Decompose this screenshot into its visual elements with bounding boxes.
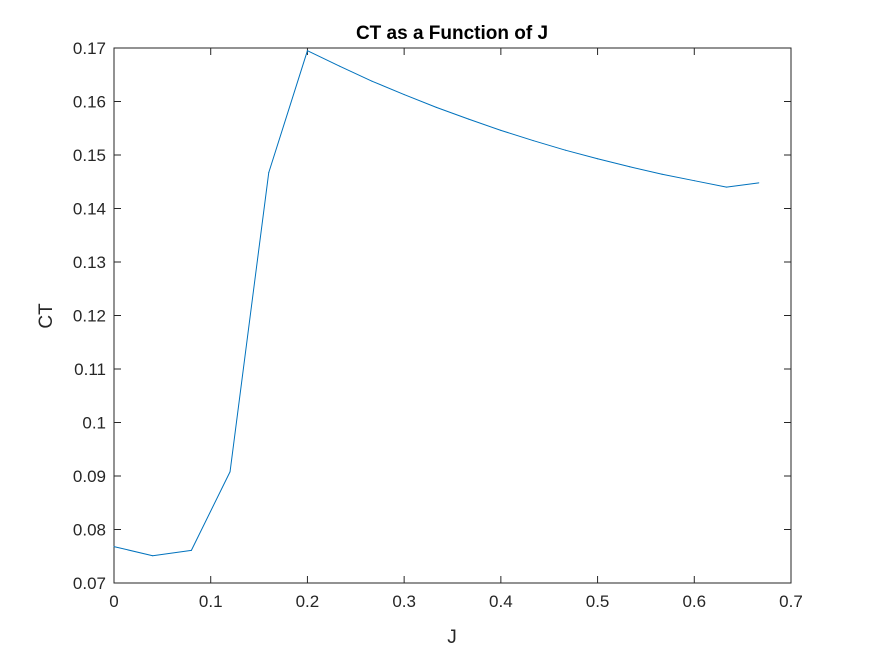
chart-title: CT as a Function of J: [356, 23, 548, 44]
series-line-segment: [403, 94, 437, 108]
series-line-segment: [268, 50, 308, 174]
series-line-segment: [597, 158, 631, 168]
series-line-segment: [152, 549, 192, 557]
x-tick-label: 0.6: [682, 592, 706, 611]
series-line-segment: [190, 471, 231, 551]
series-line-segment: [532, 140, 566, 151]
y-tick-label: 0.16: [73, 93, 106, 112]
y-tick-label: 0.13: [73, 253, 106, 272]
y-tick-label: 0.09: [73, 467, 106, 486]
series-line-segment: [629, 166, 663, 175]
y-tick-label: 0.17: [73, 39, 106, 58]
x-tick-label: 0.2: [296, 592, 320, 611]
y-tick-label: 0.07: [73, 574, 106, 593]
y-axis-label: CT: [36, 303, 57, 329]
series-line-segment: [725, 182, 760, 188]
axes-box: [113, 47, 792, 584]
series-line-segment: [229, 172, 270, 473]
y-tick-label: 0.12: [73, 307, 106, 326]
y-tick-label: 0.11: [74, 360, 106, 379]
y-tick-label: 0.15: [73, 146, 106, 165]
series-line-segment: [693, 180, 727, 188]
x-tick-label: 0.3: [392, 592, 416, 611]
x-tick-label: 0.4: [489, 592, 513, 611]
series-line-segment: [113, 546, 154, 557]
x-axis-label: J: [447, 627, 457, 648]
y-tick-label: 0.14: [73, 200, 106, 219]
series-line-segment: [339, 65, 373, 82]
series-line-segment: [468, 118, 502, 131]
y-tick-label: 0.08: [73, 521, 106, 540]
x-tick-label: 0: [109, 592, 118, 611]
y-tick-label: 0.1: [82, 414, 106, 433]
plot-area: 0 0.1 0.2 0.3 0.4 0.5 0.6 0.7 0.07 0.08 0.09 0.1 0.1…: [73, 39, 803, 611]
x-tick-label: 0.5: [586, 592, 610, 611]
series-line-segment: [564, 149, 599, 160]
series-line-segment: [500, 129, 534, 142]
series-line-segment: [435, 106, 470, 120]
x-tick-label: 0.1: [199, 592, 223, 611]
series-line-segment: [661, 173, 695, 182]
series-line-segment: [371, 80, 405, 96]
series-line-segment: [306, 50, 341, 67]
x-tick-label: 0.7: [779, 592, 803, 611]
